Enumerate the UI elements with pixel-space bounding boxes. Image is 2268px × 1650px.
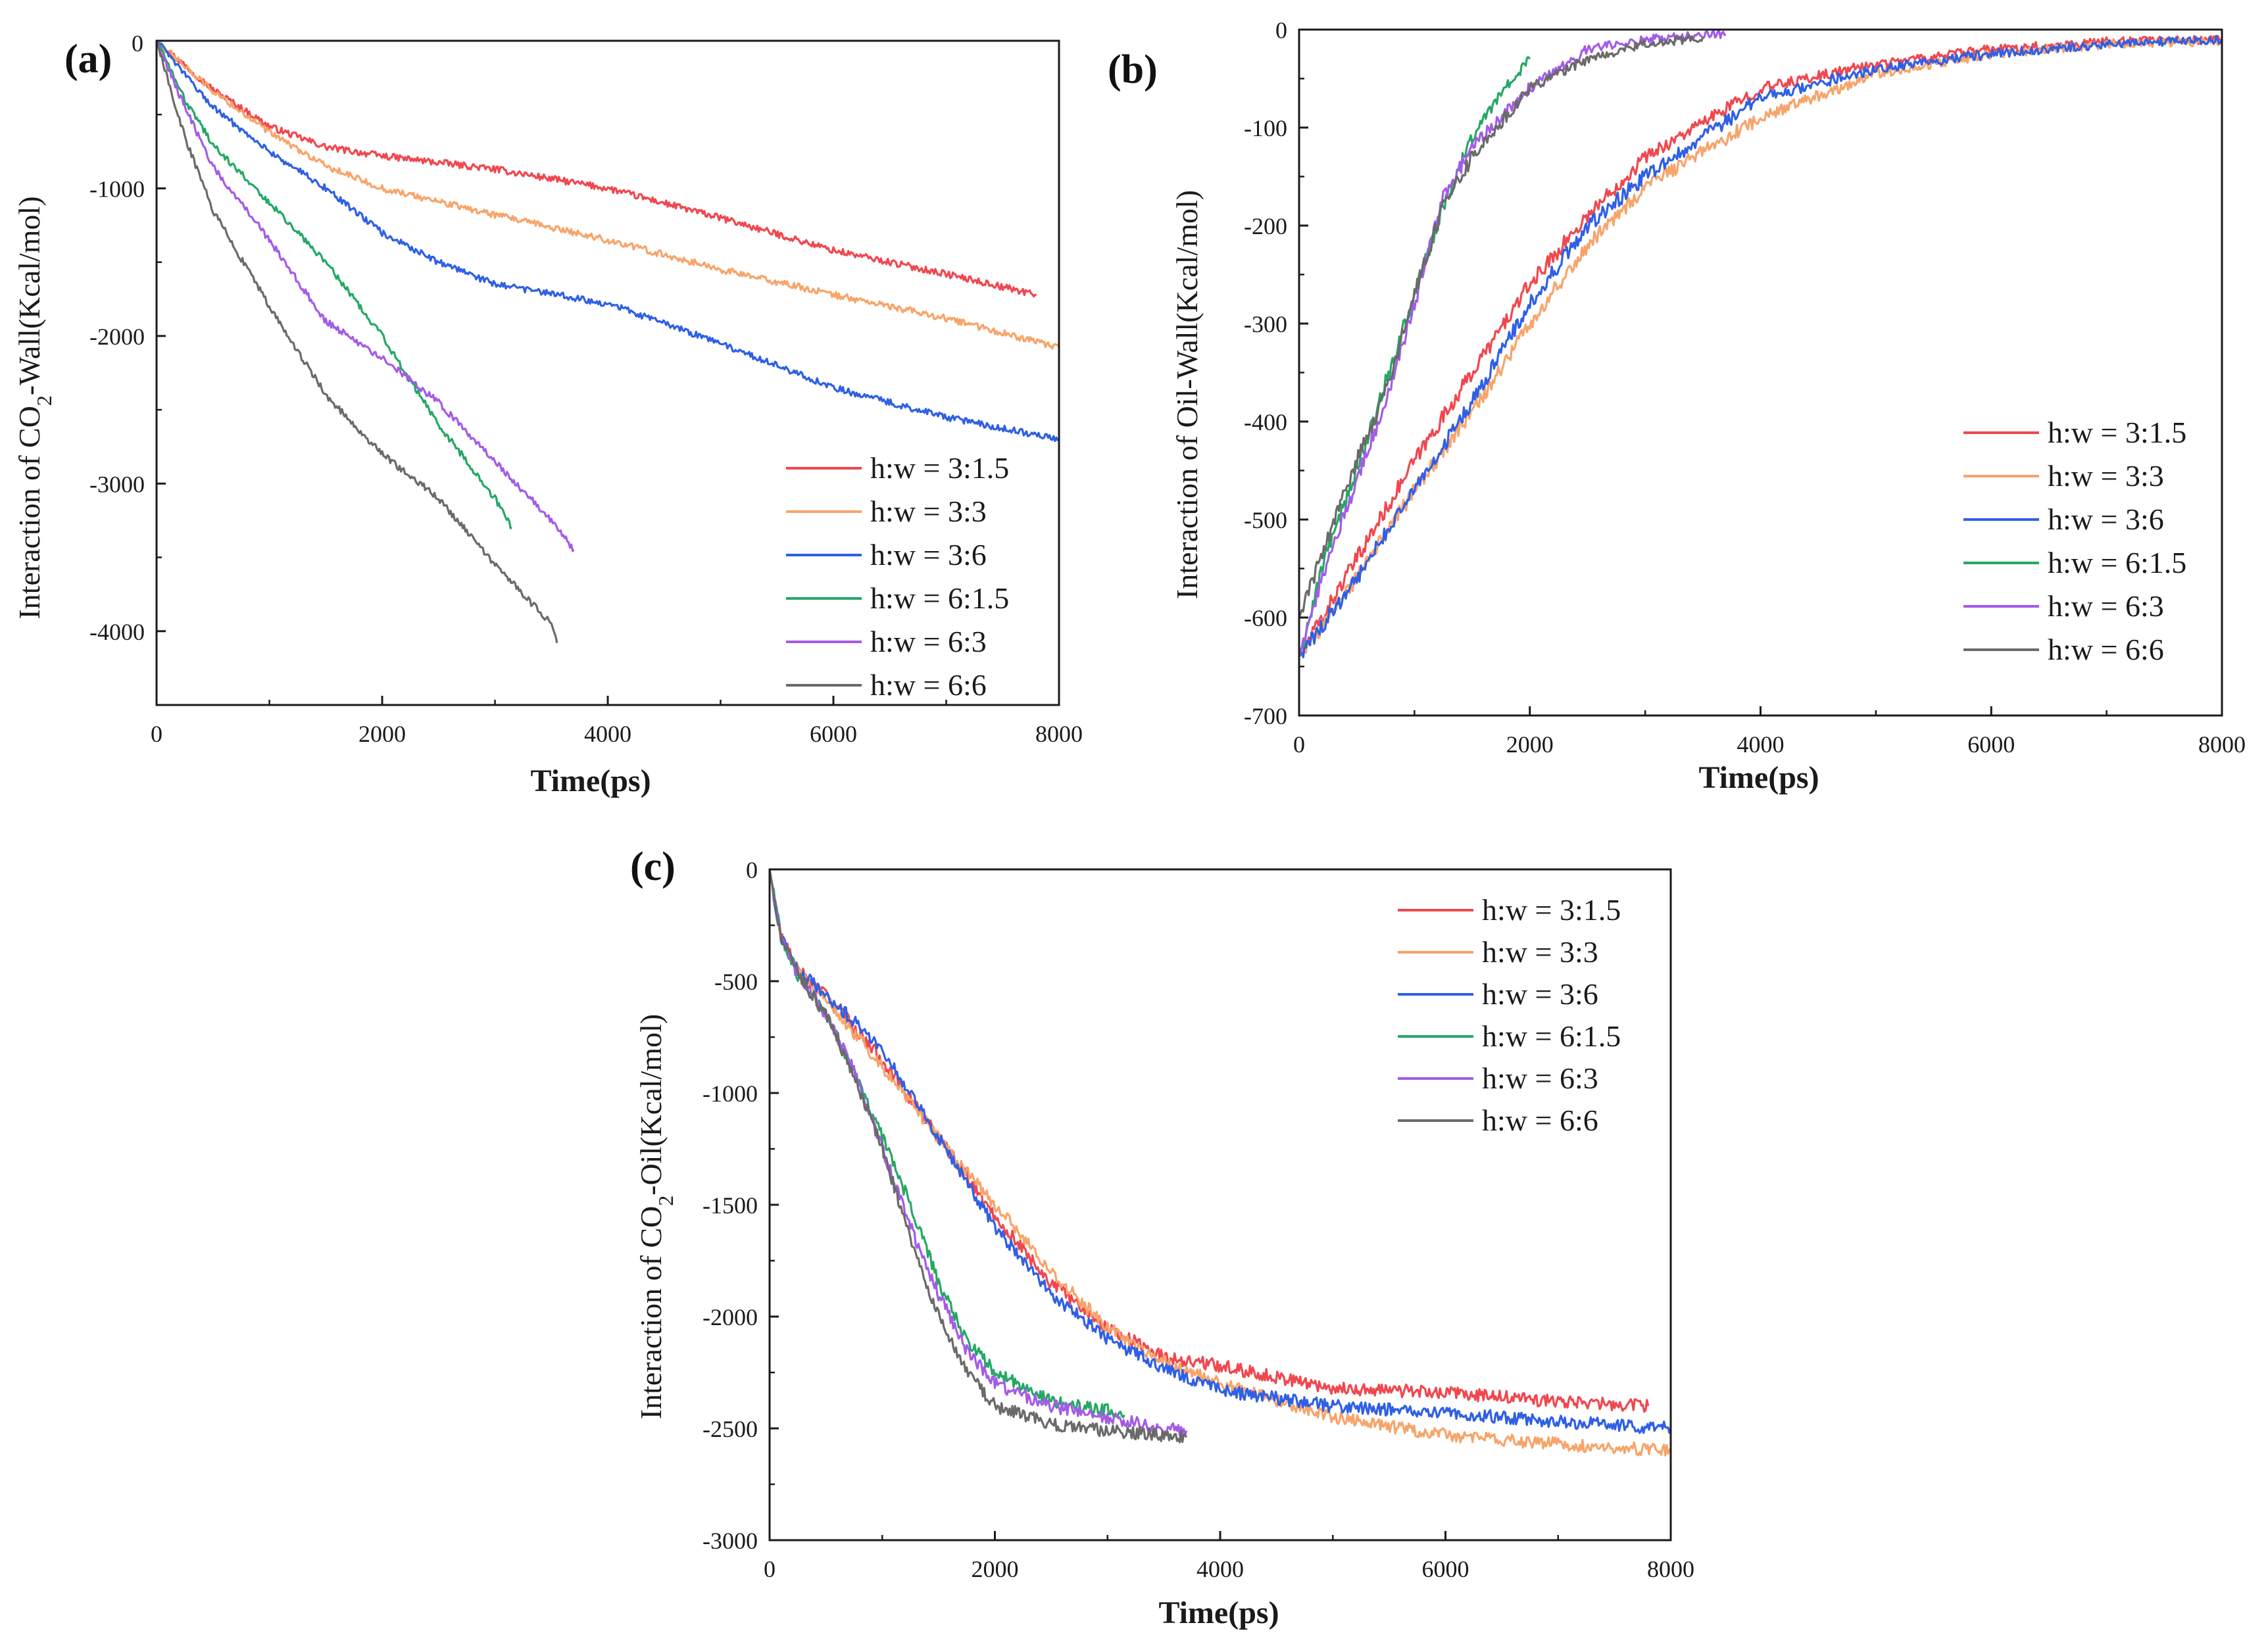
panel-a-y-axis-title-subscript: 2 [32, 395, 56, 406]
y-tick-label-b--100: -100 [1244, 115, 1287, 141]
series-line-c-6 [768, 869, 1188, 1444]
panel-a-y-axis-title: Interaction of CO2-Wall(Kcal/mol) [12, 196, 56, 619]
legend-label-c-5: h:w = 6:3 [1482, 1061, 1598, 1095]
legend-label-a-3: h:w = 3:6 [870, 538, 987, 571]
legend-label-b-1: h:w = 3:1.5 [2048, 416, 2186, 449]
y-tick-label-c--1000: -1000 [703, 1080, 758, 1107]
legend-label-a-2: h:w = 3:3 [870, 495, 987, 528]
panel-c-label: (c) [630, 844, 676, 889]
chart-panel-b: (b) 0 2000 4000 6000 8000 0 -100 -200 -300 -400 -5… [1108, 17, 2246, 795]
series-line-c-2 [768, 869, 1671, 1457]
legend-label-b-4: h:w = 6:1.5 [2048, 546, 2186, 579]
x-tick-label-a-6000: 6000 [810, 721, 857, 747]
chart-panel-a: (a) 0 2000 4000 6000 8000 0 -1000 -2000 -3000 -40… [12, 30, 1083, 798]
panel-a-label: (a) [64, 37, 112, 82]
y-tick-label-b--700: -700 [1244, 703, 1287, 729]
panel-c-y-axis-title-prefix: Interaction of CO [634, 1206, 668, 1419]
y-tick-label-b-0: 0 [1275, 17, 1287, 43]
panel-a-y-axis-title-suffix: -Wall(Kcal/mol) [12, 196, 46, 395]
series-line-a-2 [155, 39, 1060, 350]
y-tick-label-c--500: -500 [714, 969, 758, 995]
x-tick-label-a-0: 0 [151, 721, 162, 747]
x-tick-label-b-2000: 2000 [1506, 731, 1554, 758]
y-tick-label-a--2000: -2000 [89, 324, 145, 350]
series-line-a-3 [155, 39, 1060, 443]
legend-label-b-3: h:w = 3:6 [2048, 502, 2164, 536]
panel-c-y-axis-title-subscript: 2 [654, 1196, 678, 1206]
panel-c-plot-area: 0 2000 4000 6000 8000 0 -500 -1000 -1500 -2000 -25… [703, 857, 1694, 1582]
x-tick-label-a-4000: 4000 [584, 721, 631, 747]
panel-c-y-axis-title: Interaction of CO2-Oil(Kcal/mol) [634, 1014, 678, 1419]
y-tick-label-a--3000: -3000 [89, 471, 145, 497]
legend-label-a-5: h:w = 6:3 [870, 625, 987, 658]
panel-b-y-axis-title: Interaction of Oil-Wall(Kcal/mol) [1170, 190, 1204, 599]
legend-label-c-1: h:w = 3:1.5 [1482, 893, 1621, 927]
series-line-b-6 [1298, 34, 1704, 618]
x-tick-label-c-6000: 6000 [1422, 1556, 1469, 1582]
y-tick-label-b--400: -400 [1244, 409, 1287, 435]
panel-a-y-axis-title-prefix: Interaction of CO [12, 406, 46, 619]
x-tick-label-c-0: 0 [764, 1556, 776, 1582]
x-tick-label-b-6000: 6000 [1967, 731, 2015, 758]
series-line-a-4 [155, 40, 512, 529]
legend-label-a-4: h:w = 6:1.5 [870, 581, 1009, 615]
legend-label-a-1: h:w = 3:1.5 [870, 451, 1009, 485]
y-tick-label-a--1000: -1000 [89, 176, 145, 202]
x-tick-label-c-8000: 8000 [1647, 1556, 1694, 1582]
panel-a-plot-area: 0 2000 4000 6000 8000 0 -1000 -2000 -3000 -4000 h:… [89, 30, 1083, 747]
y-tick-label-a-0: 0 [132, 30, 143, 57]
y-tick-label-c--2000: -2000 [703, 1304, 758, 1330]
panel-c-x-axis-title: Time(ps) [1158, 1595, 1279, 1630]
x-tick-label-b-0: 0 [1293, 731, 1305, 758]
x-tick-label-c-4000: 4000 [1196, 1556, 1244, 1582]
legend-label-b-5: h:w = 6:3 [2048, 589, 2164, 623]
panel-b-label: (b) [1108, 47, 1158, 92]
series-line-a-6 [155, 40, 558, 644]
panel-b-plot-area: 0 2000 4000 6000 8000 0 -100 -200 -300 -400 -500 -6… [1244, 17, 2246, 758]
y-tick-label-c--1500: -1500 [703, 1192, 758, 1219]
y-tick-label-a--4000: -4000 [89, 619, 145, 645]
x-tick-label-a-8000: 8000 [1035, 721, 1083, 747]
x-tick-label-c-2000: 2000 [972, 1556, 1019, 1582]
legend-label-c-2: h:w = 3:3 [1482, 935, 1598, 969]
y-tick-label-c--2500: -2500 [703, 1416, 758, 1442]
y-tick-label-b--200: -200 [1244, 213, 1287, 239]
panel-b-x-axis-title: Time(ps) [1698, 760, 1819, 795]
legend-label-c-4: h:w = 6:1.5 [1482, 1019, 1621, 1053]
legend-label-b-2: h:w = 3:3 [2048, 459, 2164, 493]
series-line-b-5 [1298, 29, 1727, 658]
series-line-a-5 [155, 40, 575, 552]
legend-label-b-6: h:w = 6:6 [2048, 633, 2164, 666]
series-line-c-3 [768, 869, 1672, 1434]
series-line-b-3 [1298, 35, 2223, 659]
chart-panel-c: (c) 0 2000 4000 6000 8000 0 -500 -1000 -1500 -200… [630, 844, 1694, 1630]
legend-label-c-3: h:w = 3:6 [1482, 977, 1598, 1011]
y-tick-label-b--600: -600 [1244, 605, 1287, 631]
y-tick-label-b--500: -500 [1244, 507, 1287, 533]
x-tick-label-b-4000: 4000 [1737, 731, 1785, 758]
y-tick-label-c-0: 0 [746, 857, 758, 883]
panel-c-y-axis-title-suffix: -Oil(Kcal/mol) [634, 1014, 668, 1196]
x-tick-label-a-2000: 2000 [358, 721, 406, 747]
y-tick-label-c--3000: -3000 [703, 1528, 758, 1554]
legend-label-c-6: h:w = 6:6 [1482, 1104, 1598, 1137]
panel-a-x-axis-title: Time(ps) [530, 764, 651, 798]
y-tick-label-b--300: -300 [1244, 311, 1287, 337]
series-line-b-2 [1298, 36, 2223, 658]
x-tick-label-b-8000: 8000 [2198, 731, 2246, 758]
series-line-a-1 [155, 39, 1037, 298]
legend-label-a-6: h:w = 6:6 [870, 668, 987, 702]
